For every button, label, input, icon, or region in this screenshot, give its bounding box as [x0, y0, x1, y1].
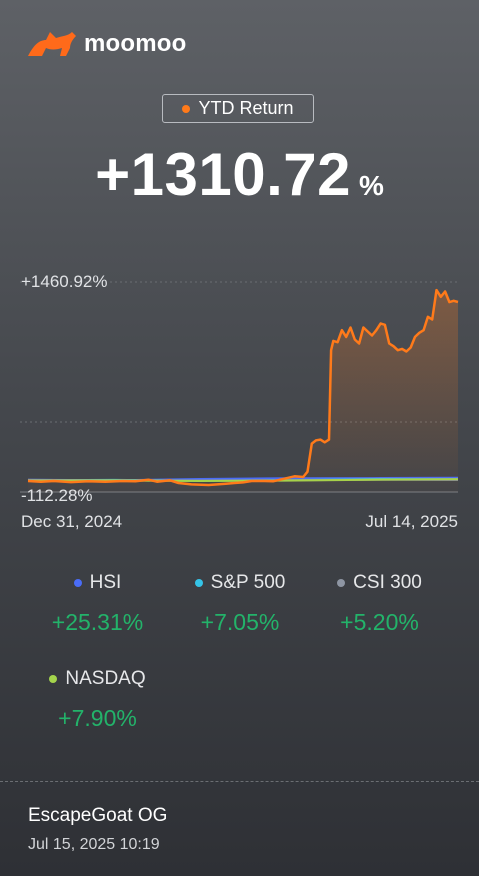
legend-name: NASDAQ [65, 668, 146, 689]
x-start-label: Dec 31, 2024 [21, 512, 123, 531]
orange-dot-icon [182, 104, 191, 113]
badge-label: YTD Return [198, 98, 294, 118]
legend-item-sp500: S&P 500 +7.05% [180, 572, 300, 636]
return-unit: % [359, 170, 384, 201]
legend-name: CSI 300 [353, 572, 422, 593]
divider [0, 781, 479, 782]
return-chart [20, 281, 459, 493]
portfolio-area-fill [28, 290, 458, 492]
username: EscapeGoat OG [28, 805, 168, 826]
moomoo-bull-logo-icon [28, 32, 76, 56]
legend-item-csi300: CSI 300 +5.20% [322, 572, 437, 636]
legend-item-nasdaq: NASDAQ +7.90% [40, 668, 155, 732]
legend-name: HSI [89, 572, 122, 593]
timestamp: Jul 15, 2025 10:19 [28, 836, 160, 853]
hsi-dot-icon [73, 579, 82, 587]
legend-name: S&P 500 [210, 572, 286, 593]
legend-value: +7.90% [58, 705, 137, 731]
legend-value: +7.05% [200, 609, 280, 635]
x-end-label: Jul 14, 2025 [365, 512, 458, 531]
legend-item-hsi: HSI +25.31% [40, 572, 155, 636]
brand-name: moomoo [84, 30, 187, 57]
return-number: +1310.72 [95, 141, 352, 208]
ytd-return-badge[interactable]: YTD Return [162, 94, 314, 123]
csi300-dot-icon [337, 579, 346, 587]
nasdaq-dot-icon [49, 675, 58, 683]
legend-value: +25.31% [51, 609, 144, 635]
y-max-label: +1460.92% [21, 272, 108, 291]
sp500-dot-icon [194, 579, 203, 587]
legend-value: +5.20% [340, 609, 419, 635]
portfolio-series-line [27, 288, 459, 487]
y-min-label: -112.28% [21, 486, 93, 505]
ytd-return-value: +1310.72% [0, 140, 479, 209]
moomoo-logo: moomoo [26, 26, 187, 62]
